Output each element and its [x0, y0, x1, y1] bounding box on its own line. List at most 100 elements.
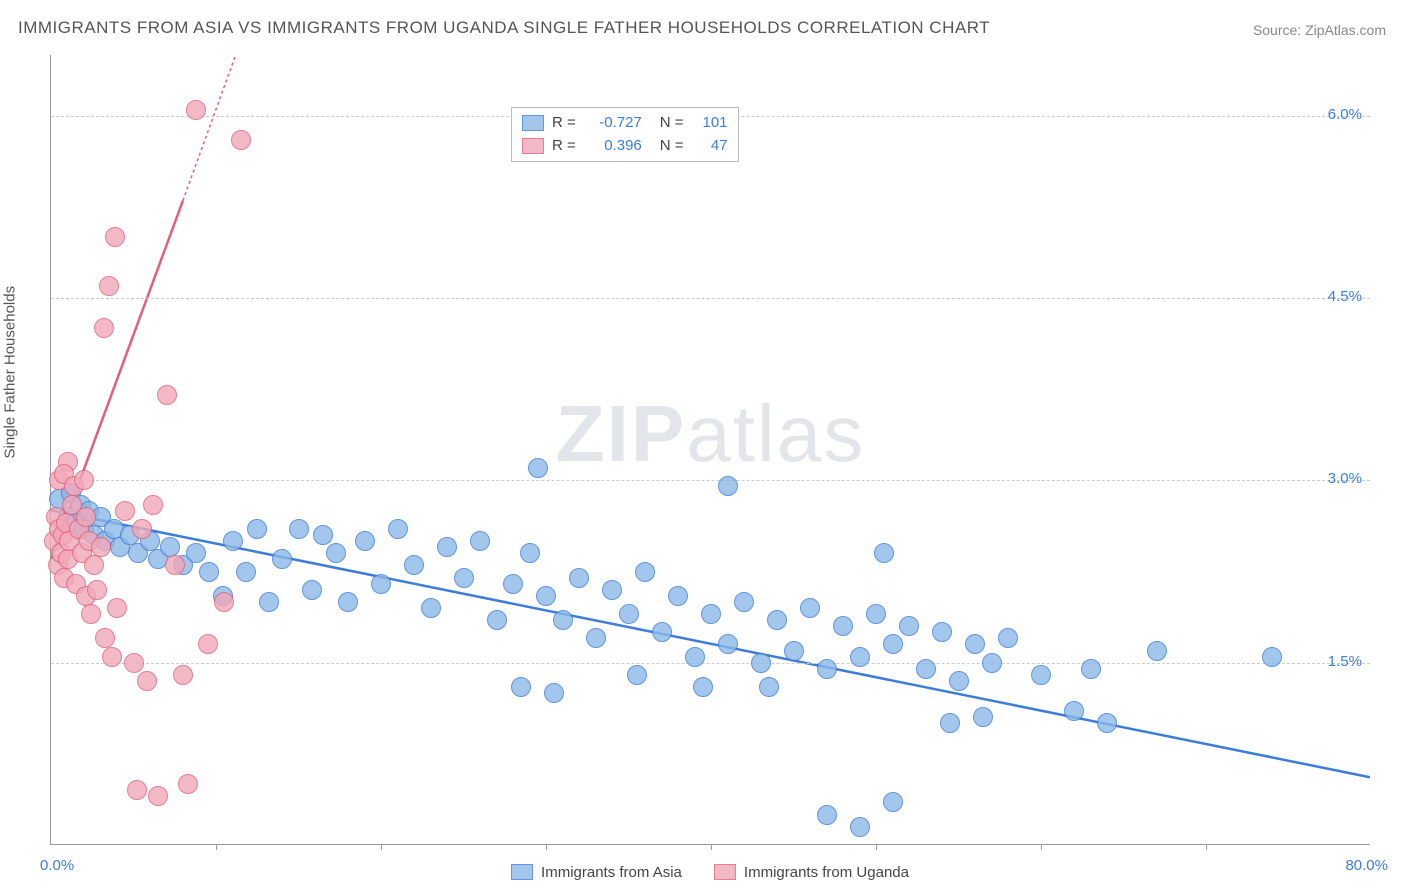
watermark-zip: ZIP: [556, 389, 686, 478]
scatter-point: [965, 634, 985, 654]
x-tick-mark: [546, 844, 547, 850]
legend-N-label: N =: [660, 135, 684, 158]
scatter-point: [536, 586, 556, 606]
scatter-point: [302, 580, 322, 600]
legend-swatch: [714, 864, 736, 880]
scatter-point: [198, 634, 218, 654]
scatter-point: [627, 665, 647, 685]
scatter-point: [883, 792, 903, 812]
scatter-point: [817, 805, 837, 825]
scatter-point: [767, 610, 787, 630]
x-tick-mark: [1041, 844, 1042, 850]
watermark: ZIPatlas: [556, 388, 865, 480]
scatter-point: [982, 653, 1002, 673]
legend-swatch: [522, 138, 544, 154]
scatter-point: [685, 647, 705, 667]
x-tick-mark: [711, 844, 712, 850]
legend-series-item: Immigrants from Asia: [511, 864, 682, 881]
scatter-point: [91, 537, 111, 557]
trend-line: [183, 55, 249, 201]
scatter-point: [544, 683, 564, 703]
scatter-point: [1064, 701, 1084, 721]
scatter-point: [137, 671, 157, 691]
scatter-point: [1147, 641, 1167, 661]
scatter-point: [800, 598, 820, 618]
scatter-point: [157, 385, 177, 405]
legend-series-label: Immigrants from Asia: [541, 864, 682, 881]
y-tick-label: 6.0%: [1328, 106, 1362, 123]
scatter-point: [1262, 647, 1282, 667]
scatter-point: [148, 786, 168, 806]
x-axis-min-label: 0.0%: [40, 857, 74, 874]
source-link[interactable]: ZipAtlas.com: [1305, 22, 1386, 38]
legend-bottom: Immigrants from Asia Immigrants from Ugan…: [50, 864, 1370, 885]
legend-series-label: Immigrants from Uganda: [744, 864, 909, 881]
scatter-point: [586, 628, 606, 648]
x-tick-mark: [876, 844, 877, 850]
scatter-point: [511, 677, 531, 697]
legend-R-value: -0.727: [584, 112, 642, 135]
scatter-point: [437, 537, 457, 557]
scatter-point: [259, 592, 279, 612]
scatter-point: [186, 543, 206, 563]
scatter-point: [87, 580, 107, 600]
scatter-point: [487, 610, 507, 630]
scatter-point: [874, 543, 894, 563]
source-prefix: Source:: [1253, 22, 1305, 38]
scatter-point: [105, 227, 125, 247]
scatter-point: [313, 525, 333, 545]
scatter-point: [520, 543, 540, 563]
legend-R-value: 0.396: [584, 135, 642, 158]
scatter-point: [1031, 665, 1051, 685]
legend-series-item: Immigrants from Uganda: [714, 864, 909, 881]
scatter-point: [850, 647, 870, 667]
scatter-point: [388, 519, 408, 539]
scatter-point: [850, 817, 870, 837]
scatter-point: [668, 586, 688, 606]
scatter-point: [107, 598, 127, 618]
scatter-point: [602, 580, 622, 600]
legend-N-label: N =: [660, 112, 684, 135]
scatter-point: [899, 616, 919, 636]
scatter-point: [751, 653, 771, 673]
legend-stats-box: R =-0.727N =101R =0.396N =47: [511, 107, 739, 162]
scatter-point: [173, 665, 193, 685]
legend-swatch: [511, 864, 533, 880]
scatter-point: [503, 574, 523, 594]
scatter-point: [916, 659, 936, 679]
legend-R-label: R =: [552, 112, 576, 135]
chart-title: IMMIGRANTS FROM ASIA VS IMMIGRANTS FROM …: [18, 18, 990, 38]
trend-lines-svg: [51, 55, 1370, 844]
scatter-point: [165, 555, 185, 575]
y-tick-label: 4.5%: [1328, 288, 1362, 305]
legend-stats-row: R =-0.727N =101: [522, 112, 728, 135]
scatter-point: [124, 653, 144, 673]
y-tick-label: 1.5%: [1328, 653, 1362, 670]
x-tick-mark: [216, 844, 217, 850]
scatter-point: [143, 495, 163, 515]
scatter-point: [76, 507, 96, 527]
scatter-point: [160, 537, 180, 557]
scatter-point: [973, 707, 993, 727]
scatter-point: [338, 592, 358, 612]
source-attribution: Source: ZipAtlas.com: [1253, 22, 1386, 38]
scatter-point: [199, 562, 219, 582]
scatter-point: [223, 531, 243, 551]
x-tick-mark: [381, 844, 382, 850]
gridline: [51, 663, 1370, 664]
x-tick-mark: [1206, 844, 1207, 850]
scatter-point: [231, 130, 251, 150]
gridline: [51, 298, 1370, 299]
scatter-point: [619, 604, 639, 624]
scatter-point: [718, 634, 738, 654]
scatter-point: [81, 604, 101, 624]
scatter-point: [236, 562, 256, 582]
scatter-point: [528, 458, 548, 478]
scatter-point: [998, 628, 1018, 648]
scatter-point: [569, 568, 589, 588]
scatter-point: [94, 318, 114, 338]
scatter-point: [95, 628, 115, 648]
scatter-point: [186, 100, 206, 120]
scatter-point: [115, 501, 135, 521]
scatter-point: [371, 574, 391, 594]
